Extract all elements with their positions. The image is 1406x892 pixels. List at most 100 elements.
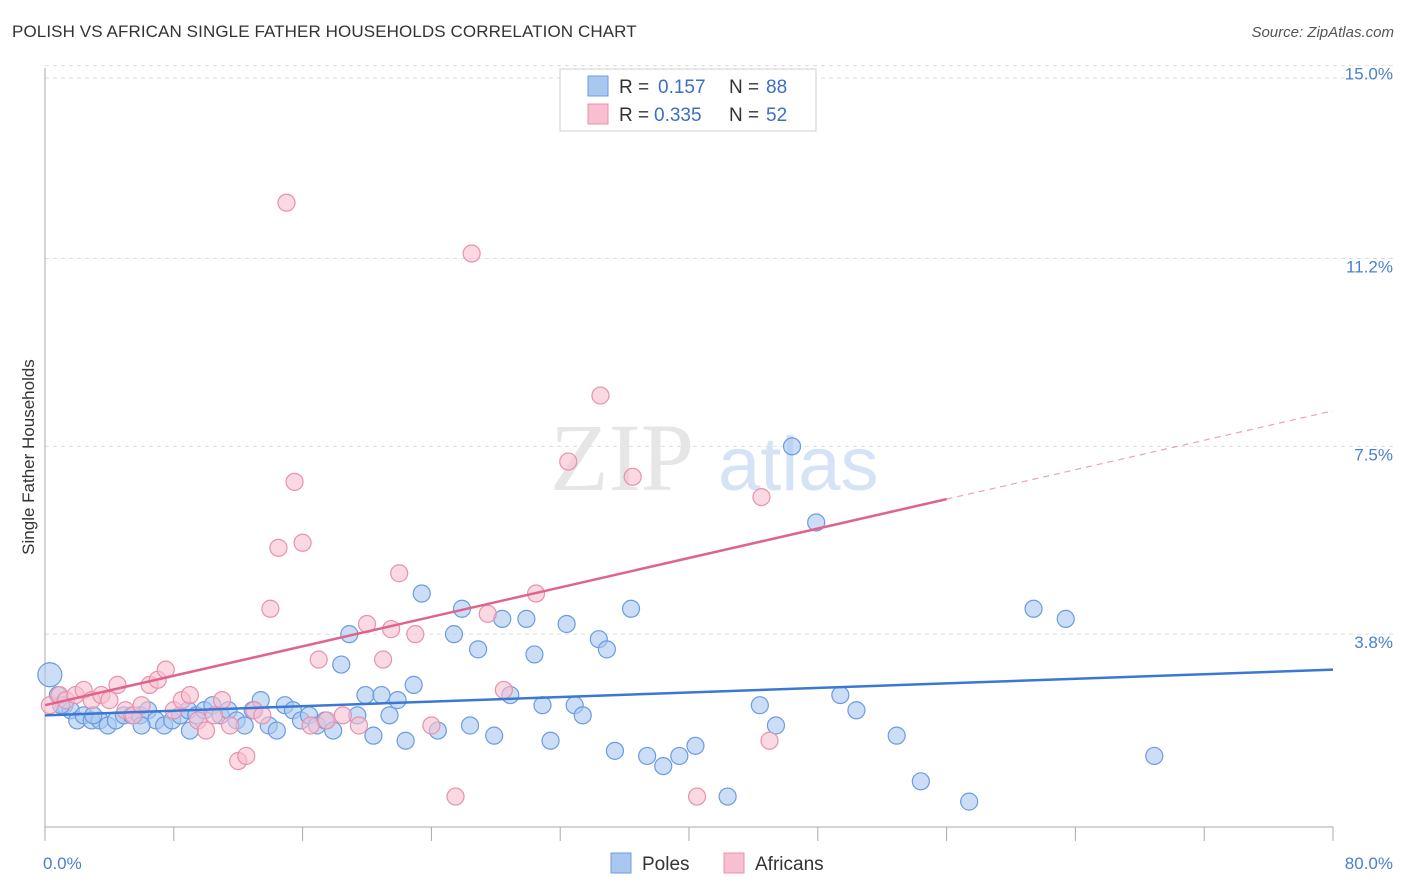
poles-point xyxy=(460,716,480,735)
poles-point xyxy=(332,655,351,674)
africans-point xyxy=(559,452,578,471)
poles-trend-line xyxy=(44,668,1334,717)
source-label: Source: ZipAtlas.com xyxy=(1251,24,1394,41)
poles-point xyxy=(364,726,383,745)
poles-point xyxy=(573,706,592,725)
poles-point xyxy=(396,731,415,750)
y-tick-label: 11.2% xyxy=(1346,258,1393,277)
trend-lines xyxy=(44,410,1334,717)
poles-point xyxy=(766,716,786,735)
africans-point xyxy=(309,650,328,669)
poles-point xyxy=(525,645,544,664)
poles-point xyxy=(911,772,930,791)
poles-point xyxy=(621,599,641,618)
poles-point xyxy=(380,706,399,725)
y-axis-label: Single Father Households xyxy=(19,359,38,555)
africans-point xyxy=(446,787,465,806)
africans-point xyxy=(293,533,312,552)
poles-point xyxy=(557,614,576,634)
poles-point xyxy=(468,640,488,659)
x-tick-label-max: 80.0% xyxy=(1345,854,1393,873)
poles-point xyxy=(1145,746,1164,766)
poles-point xyxy=(541,731,560,750)
legend-swatch-poles xyxy=(587,75,609,97)
x-axis-ticks xyxy=(44,827,1334,841)
africans-point xyxy=(237,746,256,766)
poles-point xyxy=(597,640,616,659)
bottom-legend-label-africans: Africans xyxy=(755,854,824,875)
poles-point xyxy=(372,685,391,705)
africans-point xyxy=(382,619,401,639)
legend-r-value-africans: 0.335 xyxy=(654,105,702,126)
africans-trend-line-extension xyxy=(946,410,1334,500)
poles-point xyxy=(638,746,657,766)
africans-point xyxy=(196,721,216,740)
africans-point xyxy=(623,467,642,486)
africans-trend-line xyxy=(44,497,947,707)
grid-lines xyxy=(45,65,1393,635)
poles-point xyxy=(267,721,286,740)
poles-point xyxy=(718,787,737,806)
poles-point xyxy=(960,792,979,811)
legend-n-value-poles: 88 xyxy=(766,77,787,98)
africans-point xyxy=(462,244,481,263)
poles-point xyxy=(356,685,375,705)
poles-point xyxy=(831,685,850,705)
watermark-atlas: atlas xyxy=(718,422,879,507)
africans-point xyxy=(349,716,369,735)
y-tick-label: 3.8% xyxy=(1354,633,1393,652)
y-tick-label: 7.5% xyxy=(1354,445,1393,464)
legend-r-label-poles: R = xyxy=(619,77,649,98)
legend-r-label-africans: R = xyxy=(619,105,649,126)
africans-point xyxy=(213,691,232,710)
legend-n-label-africans: N = xyxy=(729,105,759,126)
poles-point xyxy=(84,706,103,725)
africans-point xyxy=(494,680,513,700)
africans-point xyxy=(132,696,151,715)
poles-point xyxy=(686,736,705,755)
africans-point xyxy=(269,538,288,557)
poles-point xyxy=(517,609,536,629)
africans-point xyxy=(687,787,707,806)
bottom-legend: Poles Africans xyxy=(610,852,824,875)
chart-title: POLISH VS AFRICAN SINGLE FATHER HOUSEHOL… xyxy=(12,22,637,41)
poles-point xyxy=(533,696,552,715)
africans-point xyxy=(333,706,352,725)
y-axis-tick-labels: 3.8% 7.5% 11.2% 15.0% xyxy=(1345,65,1393,652)
poles-point xyxy=(887,726,906,745)
poles-point xyxy=(750,696,769,715)
legend-n-label-poles: N = xyxy=(729,77,759,98)
bottom-legend-label-poles: Poles xyxy=(642,854,690,875)
africans-point xyxy=(261,599,280,618)
africans-point xyxy=(204,706,224,725)
legend-n-value-africans: 52 xyxy=(766,105,787,126)
bottom-legend-swatch-africans xyxy=(723,852,745,874)
africans-point xyxy=(390,564,409,583)
poles-point xyxy=(654,756,673,776)
africans-point xyxy=(422,716,441,735)
x-tick-label-min: 0.0% xyxy=(43,854,82,873)
africans-point xyxy=(317,711,336,730)
poles-point xyxy=(847,701,866,720)
africans-point xyxy=(406,625,425,644)
poles-point xyxy=(388,691,407,710)
poles-point xyxy=(485,726,504,745)
africans-point xyxy=(180,685,199,705)
africans-point xyxy=(752,487,771,507)
poles-point xyxy=(782,437,802,456)
africans-point xyxy=(374,650,393,669)
africans-point xyxy=(253,706,272,725)
poles-point xyxy=(1024,599,1043,618)
poles-point xyxy=(412,584,431,603)
poles-point xyxy=(605,741,625,760)
africans-point xyxy=(760,731,779,750)
legend-swatch-africans xyxy=(587,103,609,125)
poles-point xyxy=(670,746,689,766)
africans-point xyxy=(221,716,240,735)
y-tick-label: 15.0% xyxy=(1345,65,1393,84)
africans-point xyxy=(285,472,304,491)
poles-point xyxy=(1056,609,1075,629)
poles-point xyxy=(404,675,423,694)
legend-r-value-poles: 0.157 xyxy=(658,77,706,98)
